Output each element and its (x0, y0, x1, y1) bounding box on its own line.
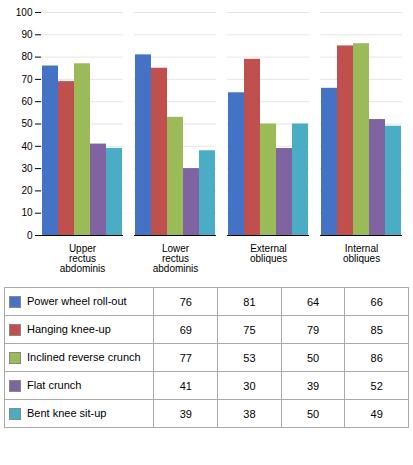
html-text:76: 76 (179, 295, 192, 308)
html-text:77: 77 (179, 351, 192, 364)
html-text:30: 30 (243, 379, 256, 392)
svg-text:70: 70 (21, 74, 33, 85)
svg-text:Lowerrectusabdominis: Lowerrectusabdominis (153, 243, 199, 274)
html-text:85: 85 (370, 323, 383, 336)
html-text:39: 39 (306, 379, 320, 392)
svg-text:90: 90 (21, 29, 33, 40)
svg-text:100: 100 (16, 7, 33, 18)
html-text:52: 52 (370, 379, 383, 392)
html-text:50: 50 (306, 407, 320, 420)
html-text:Power wheel roll-out: Power wheel roll-out (27, 295, 127, 307)
svg-text:50: 50 (21, 118, 33, 129)
html-text:Flat crunch: Flat crunch (27, 379, 82, 391)
html-text:81: 81 (243, 295, 256, 308)
svg-text:20: 20 (21, 185, 33, 196)
svg-text:40: 40 (21, 141, 33, 152)
html-text:38: 38 (243, 407, 256, 420)
html-text:69: 69 (179, 323, 192, 336)
html-text:49: 49 (370, 407, 383, 420)
html-text:66: 66 (370, 295, 383, 308)
html-text:Hanging knee-up: Hanging knee-up (27, 323, 111, 335)
html-text:75: 75 (243, 323, 256, 336)
svg-text:Externalobliques: Externalobliques (250, 243, 287, 264)
html-text:41: 41 (179, 379, 192, 392)
svg-text:30: 30 (21, 163, 33, 174)
html-text:Bent knee sit-up: Bent knee sit-up (27, 407, 107, 419)
html-text:86: 86 (370, 351, 383, 364)
html-text:64: 64 (306, 295, 320, 308)
html-text:50: 50 (306, 351, 320, 364)
svg-text:60: 60 (21, 96, 33, 107)
svg-text:Upperrectusabdominis: Upperrectusabdominis (60, 243, 106, 274)
svg-text:0: 0 (27, 230, 33, 241)
html-text:53: 53 (243, 351, 256, 364)
html-text:79: 79 (306, 323, 320, 336)
svg-text:Internalobliques: Internalobliques (343, 243, 380, 264)
svg-text:80: 80 (21, 51, 33, 62)
svg-text:10: 10 (21, 207, 33, 218)
html-text:Inclined reverse crunch: Inclined reverse crunch (27, 351, 141, 363)
html-text:39: 39 (179, 407, 192, 420)
